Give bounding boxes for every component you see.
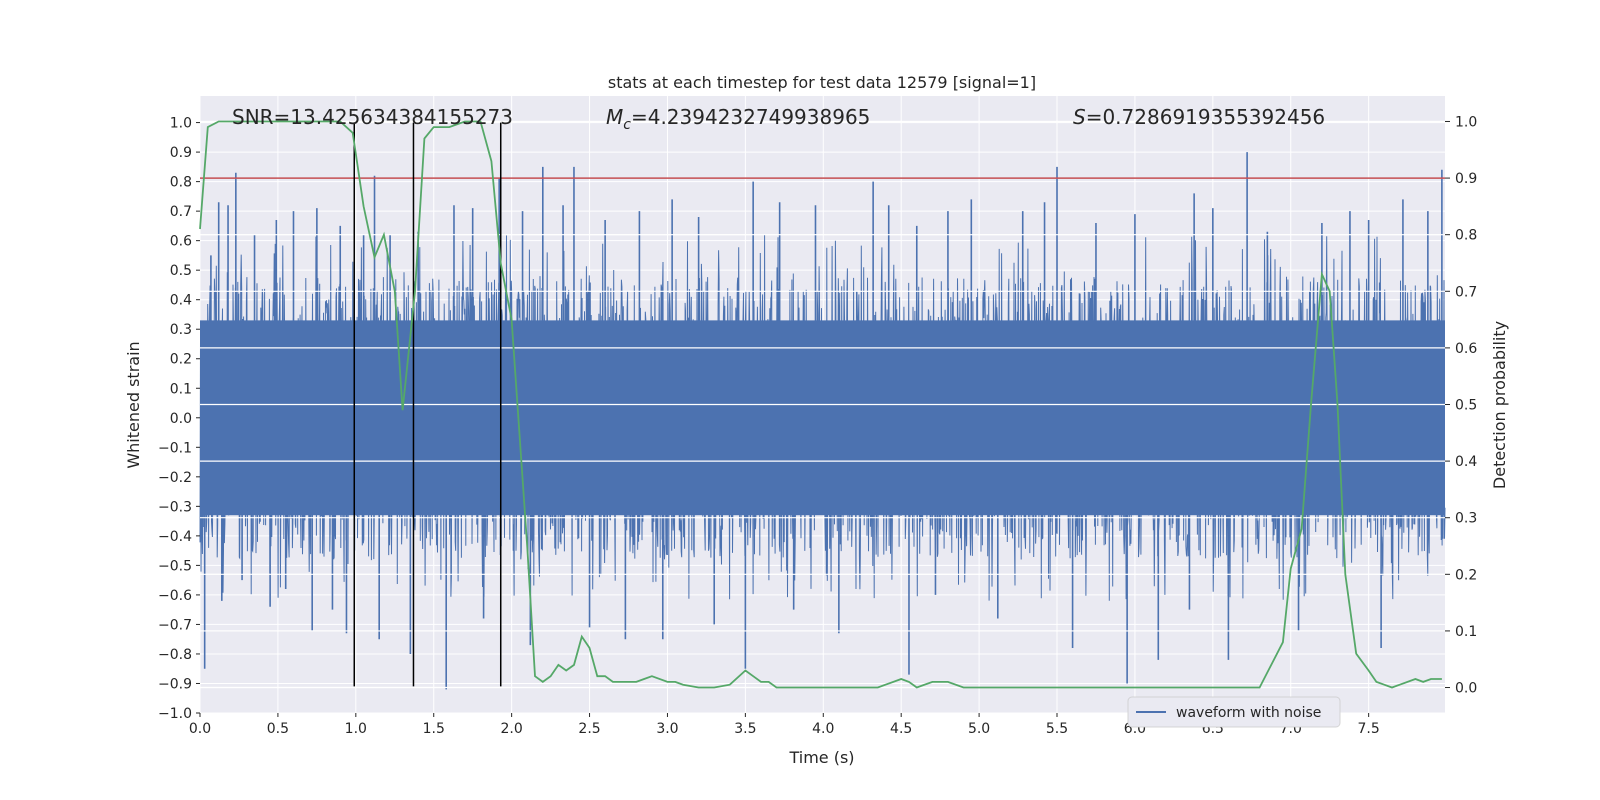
- y-tick-label-9: −0.1: [158, 440, 192, 456]
- chirp-mass-annotation: Mc=4.2394232749938965: [606, 105, 870, 133]
- y-tick-label-17: 0.7: [170, 204, 192, 220]
- right-axis-ticks: 0.0 0.1 0.2 0.3 0.4 0.5 0.6 0.7 0.8 0.9 1.0: [1445, 114, 1477, 697]
- x-tick-label-4: 2.0: [501, 721, 523, 737]
- y2-tick-label-4: 0.4: [1455, 454, 1477, 470]
- y-tick-label-18: 0.8: [170, 175, 192, 191]
- y2-tick-label-3: 0.3: [1455, 511, 1477, 527]
- y-tick-label-8: −0.2: [158, 470, 192, 486]
- y-tick-label-16: 0.6: [170, 234, 192, 250]
- mc-subscript: c: [623, 117, 631, 133]
- y-tick-label-20: 1.0: [170, 116, 192, 132]
- x-tick-label-6: 3.0: [656, 721, 678, 737]
- y2-tick-label-7: 0.7: [1455, 284, 1477, 300]
- y2-axis-label: Detection probability: [1490, 321, 1509, 489]
- s-symbol: S: [1073, 105, 1086, 129]
- y2-tick-label-10: 1.0: [1455, 114, 1477, 130]
- y2-tick-label-0: 0.0: [1455, 681, 1477, 697]
- probability-series: [199, 120, 1442, 689]
- x-tick-label-1: 0.5: [267, 721, 289, 737]
- event-vlines: [353, 122, 502, 687]
- x-tick-label-10: 5.0: [968, 721, 990, 737]
- chart-title: stats at each timestep for test data 125…: [608, 73, 1036, 92]
- x-axis-label: Time (s): [788, 748, 854, 767]
- y-axis-label: Whitened strain: [124, 341, 143, 468]
- legend-box: [1127, 696, 1341, 728]
- y-tick-label-2: −0.8: [158, 647, 192, 663]
- y-tick-label-11: 0.1: [170, 381, 192, 397]
- y2-tick-label-6: 0.6: [1455, 341, 1477, 357]
- legend-label-waveform: waveform with noise: [1176, 705, 1321, 721]
- y2-tick-label-8: 0.8: [1455, 228, 1477, 244]
- y-tick-label-6: −0.4: [158, 529, 192, 545]
- mc-value: =4.2394232749938965: [631, 105, 870, 129]
- legend: waveform with noise: [1127, 696, 1341, 728]
- x-tick-label-11: 5.5: [1046, 721, 1068, 737]
- x-tick-label-2: 1.0: [345, 721, 367, 737]
- x-tick-label-8: 4.0: [812, 721, 834, 737]
- waveform-series: [199, 120, 1446, 690]
- y2-tick-label-5: 0.5: [1455, 398, 1477, 414]
- left-axis-ticks: −1.0 −0.9 −0.8 −0.7 −0.6 −0.5 −0.4 −0.3 −0.2 −0.1…: [158, 116, 200, 722]
- x-tick-label-9: 4.5: [890, 721, 912, 737]
- s-annotation: S=0.7286919355392456: [1073, 105, 1325, 129]
- y-tick-label-12: 0.2: [170, 352, 192, 368]
- y-tick-label-0: −1.0: [158, 706, 192, 722]
- y-tick-label-14: 0.4: [170, 293, 192, 309]
- x-tick-label-7: 3.5: [734, 721, 756, 737]
- y2-tick-label-2: 0.2: [1455, 567, 1477, 583]
- y-tick-label-13: 0.3: [170, 322, 192, 338]
- y2-tick-label-1: 0.1: [1455, 624, 1477, 640]
- x-tick-label-15: 7.5: [1358, 721, 1380, 737]
- y-tick-label-4: −0.6: [158, 588, 192, 604]
- y-tick-label-1: −0.9: [158, 676, 192, 692]
- x-tick-label-3: 1.5: [423, 721, 445, 737]
- x-tick-label-5: 2.5: [578, 721, 600, 737]
- x-tick-label-0: 0.0: [189, 721, 211, 737]
- probability-line: [199, 120, 1442, 689]
- mc-symbol: M: [606, 105, 623, 129]
- y-tick-label-19: 0.9: [170, 145, 192, 161]
- s-value: =0.7286919355392456: [1086, 105, 1325, 129]
- y2-tick-label-9: 0.9: [1455, 171, 1477, 187]
- snr-annotation: SNR=13.425634384155273: [232, 105, 513, 129]
- y-tick-label-3: −0.7: [158, 617, 192, 633]
- y-tick-label-15: 0.5: [170, 263, 192, 279]
- waveform-core-band: [200, 320, 1445, 516]
- y-tick-label-7: −0.3: [158, 499, 192, 515]
- y-tick-label-10: 0.0: [170, 411, 192, 427]
- y-tick-label-5: −0.5: [158, 558, 192, 574]
